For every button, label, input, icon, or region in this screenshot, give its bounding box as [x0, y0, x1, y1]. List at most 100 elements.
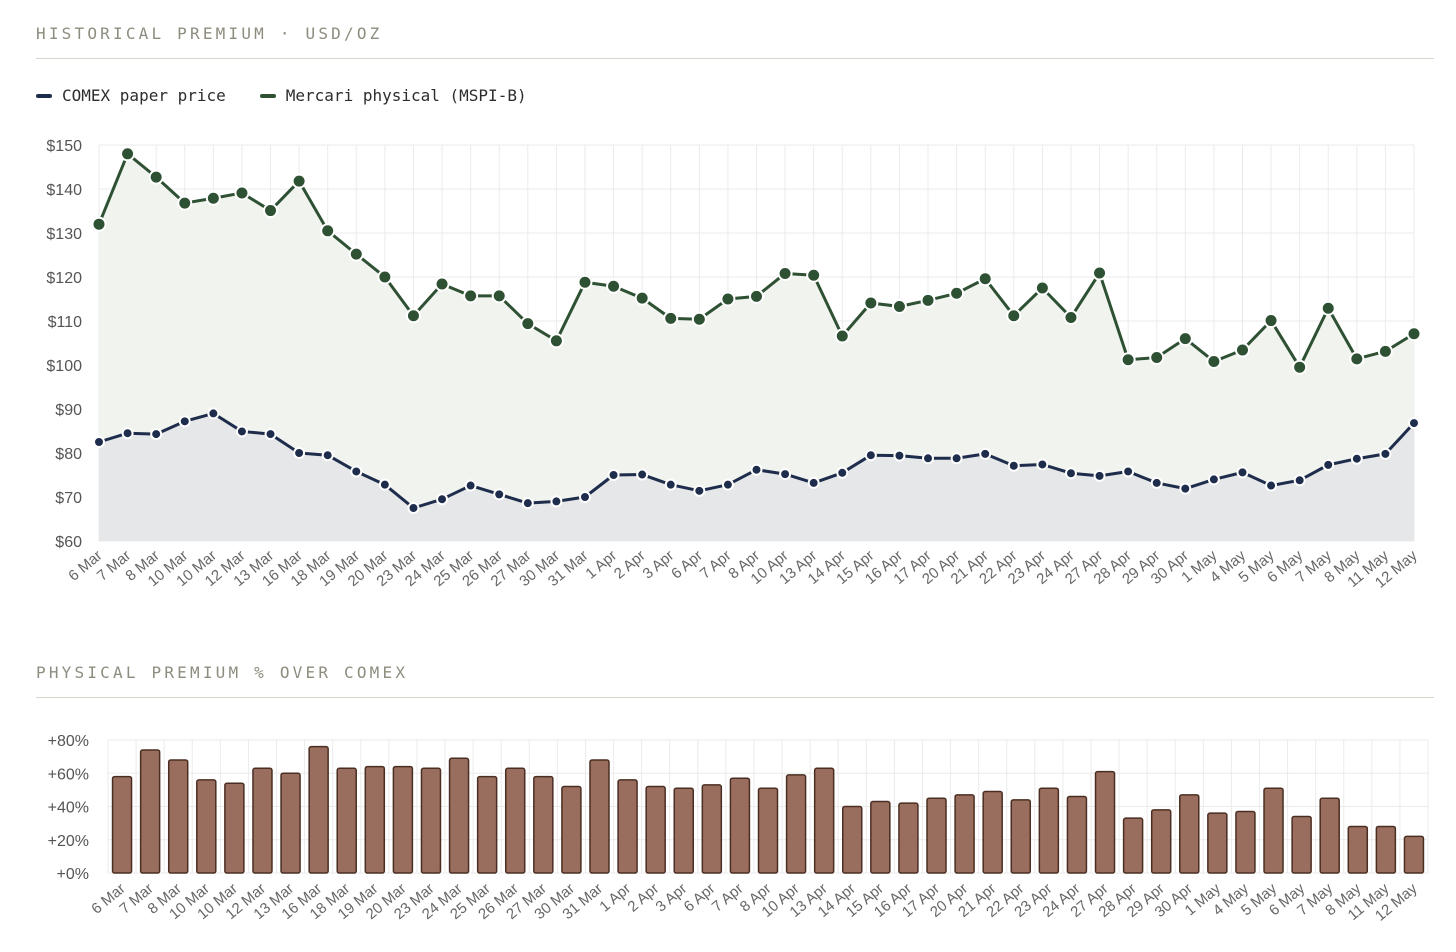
premium-bar [1010, 799, 1032, 874]
comex-point [607, 469, 620, 481]
comex-point [93, 436, 105, 448]
premium-bar [1235, 810, 1256, 874]
comex-point [979, 447, 992, 460]
comex-point [178, 415, 191, 428]
comex-point [350, 465, 363, 478]
y-tick-label: $70 [55, 490, 82, 507]
comex-point [1379, 447, 1392, 460]
premium-bar [701, 784, 723, 874]
mercari-point [1377, 343, 1393, 359]
premium-bar [1375, 825, 1397, 874]
premium-bar [1403, 835, 1425, 874]
premium-bar [308, 745, 329, 874]
comex-point [1036, 458, 1049, 471]
mercari-point [863, 295, 879, 311]
premium-bar [224, 782, 245, 874]
premium-bar [1122, 817, 1144, 874]
legend-label-comex: COMEX paper price [62, 86, 226, 105]
legend-item-comex: COMEX paper price [36, 86, 226, 105]
mercari-point [1406, 326, 1422, 342]
mercari-point [634, 290, 650, 306]
premium-bar [336, 767, 357, 874]
premium-bar [1094, 770, 1116, 874]
y-tick-label: +60% [48, 766, 89, 783]
mercari-point [1092, 265, 1108, 281]
premium-bar [476, 775, 498, 874]
comex-point [1293, 474, 1306, 487]
comex-point [836, 466, 849, 479]
premium-bar [1207, 812, 1228, 874]
premium-bar [420, 767, 442, 874]
premium-bar [111, 775, 133, 874]
comex-point [950, 452, 963, 465]
mercari-point [520, 316, 536, 332]
y-tick-label: $110 [48, 314, 83, 331]
comex-point [293, 447, 306, 459]
y-tick-label: +0% [57, 866, 89, 883]
x-tick-label: 1 Apr [596, 880, 634, 916]
premium-bar [1038, 787, 1060, 874]
premium-bar [1291, 815, 1312, 874]
comex-point [893, 449, 906, 462]
comex-point [550, 495, 563, 508]
premium-bar [842, 805, 863, 874]
y-tick-label: +80% [48, 733, 89, 750]
y-tick-label: $90 [55, 402, 82, 419]
mercari-point [405, 308, 421, 324]
x-tick-label: 7 Apr [709, 880, 747, 916]
mercari-point [891, 298, 907, 314]
comex-point [1408, 417, 1420, 430]
x-tick-label: 3 Apr [653, 880, 691, 916]
y-tick-label: $140 [46, 182, 82, 199]
comex-point [493, 488, 506, 501]
comex-point [121, 427, 134, 440]
mercari-point [1206, 353, 1222, 369]
mercari-point [920, 292, 936, 308]
comex-point [1093, 469, 1106, 482]
premium-bar [645, 785, 666, 874]
premium-bar [280, 772, 301, 874]
comex-point [664, 478, 677, 491]
mercari-point [1263, 313, 1279, 329]
y-tick-label: +20% [48, 833, 89, 850]
premium-bar [1066, 795, 1088, 874]
mercari-point [177, 195, 193, 211]
comex-point [864, 449, 877, 462]
premium-bar [926, 797, 947, 874]
comex-point [578, 491, 591, 503]
premium-bar [870, 800, 891, 874]
comex-point [1350, 452, 1363, 465]
mercari-point [1177, 331, 1193, 347]
comex-point [207, 407, 220, 420]
premium-bar [504, 767, 526, 874]
mercari-point [1320, 300, 1336, 316]
y-tick-label: $120 [46, 270, 82, 287]
comex-point [150, 428, 163, 441]
mercari-point [720, 291, 736, 307]
mercari-point [1234, 342, 1250, 358]
legend-swatch-mercari [259, 93, 276, 98]
section-divider-2 [36, 697, 1434, 698]
mercari-point [548, 333, 564, 349]
mercari-point [577, 274, 593, 290]
mercari-point [234, 185, 250, 201]
premium-bar [448, 757, 470, 874]
mercari-point [434, 276, 450, 292]
comex-point [807, 476, 820, 489]
mercari-point [749, 288, 764, 304]
comex-point [1007, 459, 1020, 472]
legend-label-mercari: Mercari physical (MSPI-B) [285, 86, 527, 105]
mercari-point [148, 169, 164, 185]
y-tick-label: $150 [46, 138, 82, 155]
mercari-point [691, 311, 707, 327]
premium-bar [1179, 794, 1200, 874]
comex-point [521, 497, 534, 510]
comex-point [1322, 458, 1335, 471]
mercari-point [348, 246, 364, 262]
comex-point [779, 468, 792, 481]
y-tick-label: $130 [46, 226, 82, 243]
mercari-point [1149, 350, 1165, 366]
comex-point [1207, 473, 1220, 486]
mercari-point [1006, 308, 1022, 324]
